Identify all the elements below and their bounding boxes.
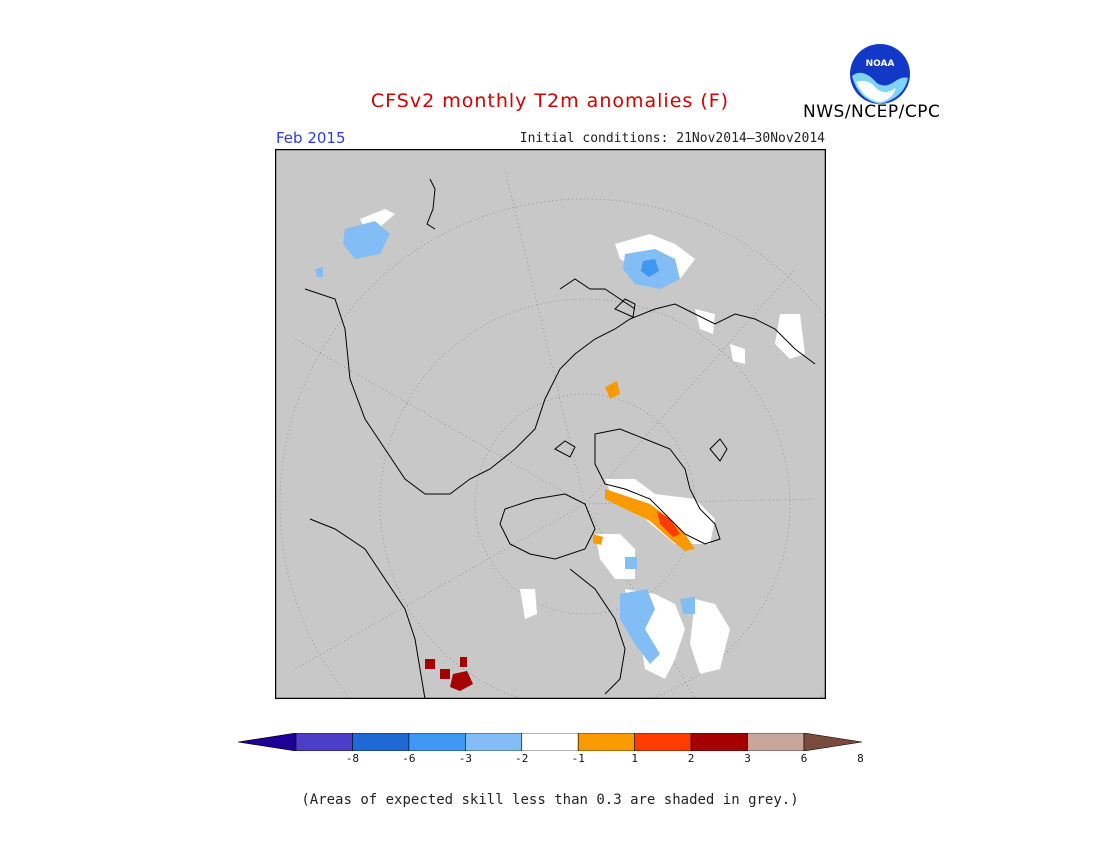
legend-tick-label: 3 bbox=[744, 752, 751, 765]
initial-conditions: Initial conditions: 21Nov2014—30Nov2014 bbox=[519, 131, 825, 146]
legend-bin bbox=[690, 733, 748, 751]
forecast-period: Feb 2015 bbox=[276, 129, 346, 147]
anomaly-dark-red bbox=[425, 657, 473, 691]
legend-tick-label: -2 bbox=[515, 752, 529, 765]
legend-bin bbox=[521, 733, 579, 751]
anomaly-red bbox=[657, 511, 680, 537]
anomaly-near-normal bbox=[360, 209, 805, 679]
legend-bin bbox=[747, 733, 805, 751]
anomaly-medium-blue bbox=[641, 259, 659, 277]
legend-tick-label: -6 bbox=[402, 752, 416, 765]
coastlines bbox=[304, 178, 816, 699]
legend-tick-label: 6 bbox=[800, 752, 808, 765]
polar-map bbox=[275, 149, 826, 699]
logo-text: NOAA bbox=[866, 59, 895, 69]
legend-tick-label: 2 bbox=[687, 752, 695, 765]
skill-note: (Areas of expected skill less than 0.3 a… bbox=[301, 792, 799, 808]
legend-tick-label: -3 bbox=[458, 752, 472, 765]
legend-tick-label: -8 bbox=[345, 752, 360, 765]
map-frame bbox=[275, 149, 826, 699]
legend-tick-label: 1 bbox=[631, 752, 638, 765]
legend-tick-label: -1 bbox=[571, 752, 585, 765]
legend-bin-min bbox=[238, 733, 297, 751]
legend-bin bbox=[634, 733, 692, 751]
legend-bin bbox=[352, 733, 410, 751]
legend-ticks: -8 -6 -3 -2 -1 1 2 3 6 8 bbox=[0, 752, 1100, 768]
legend-bin bbox=[408, 733, 466, 751]
legend-bin bbox=[577, 733, 635, 751]
agency-label: NWS/NCEP/CPC bbox=[803, 102, 941, 122]
noaa-logo: NOAA bbox=[850, 44, 910, 104]
legend-bin-max bbox=[803, 733, 862, 751]
color-legend bbox=[238, 733, 862, 751]
legend-bin bbox=[465, 733, 523, 751]
legend-tick-label: 8 bbox=[857, 752, 864, 765]
map-title: CFSv2 monthly T2m anomalies (F) bbox=[370, 90, 730, 112]
legend-bin bbox=[295, 733, 353, 751]
